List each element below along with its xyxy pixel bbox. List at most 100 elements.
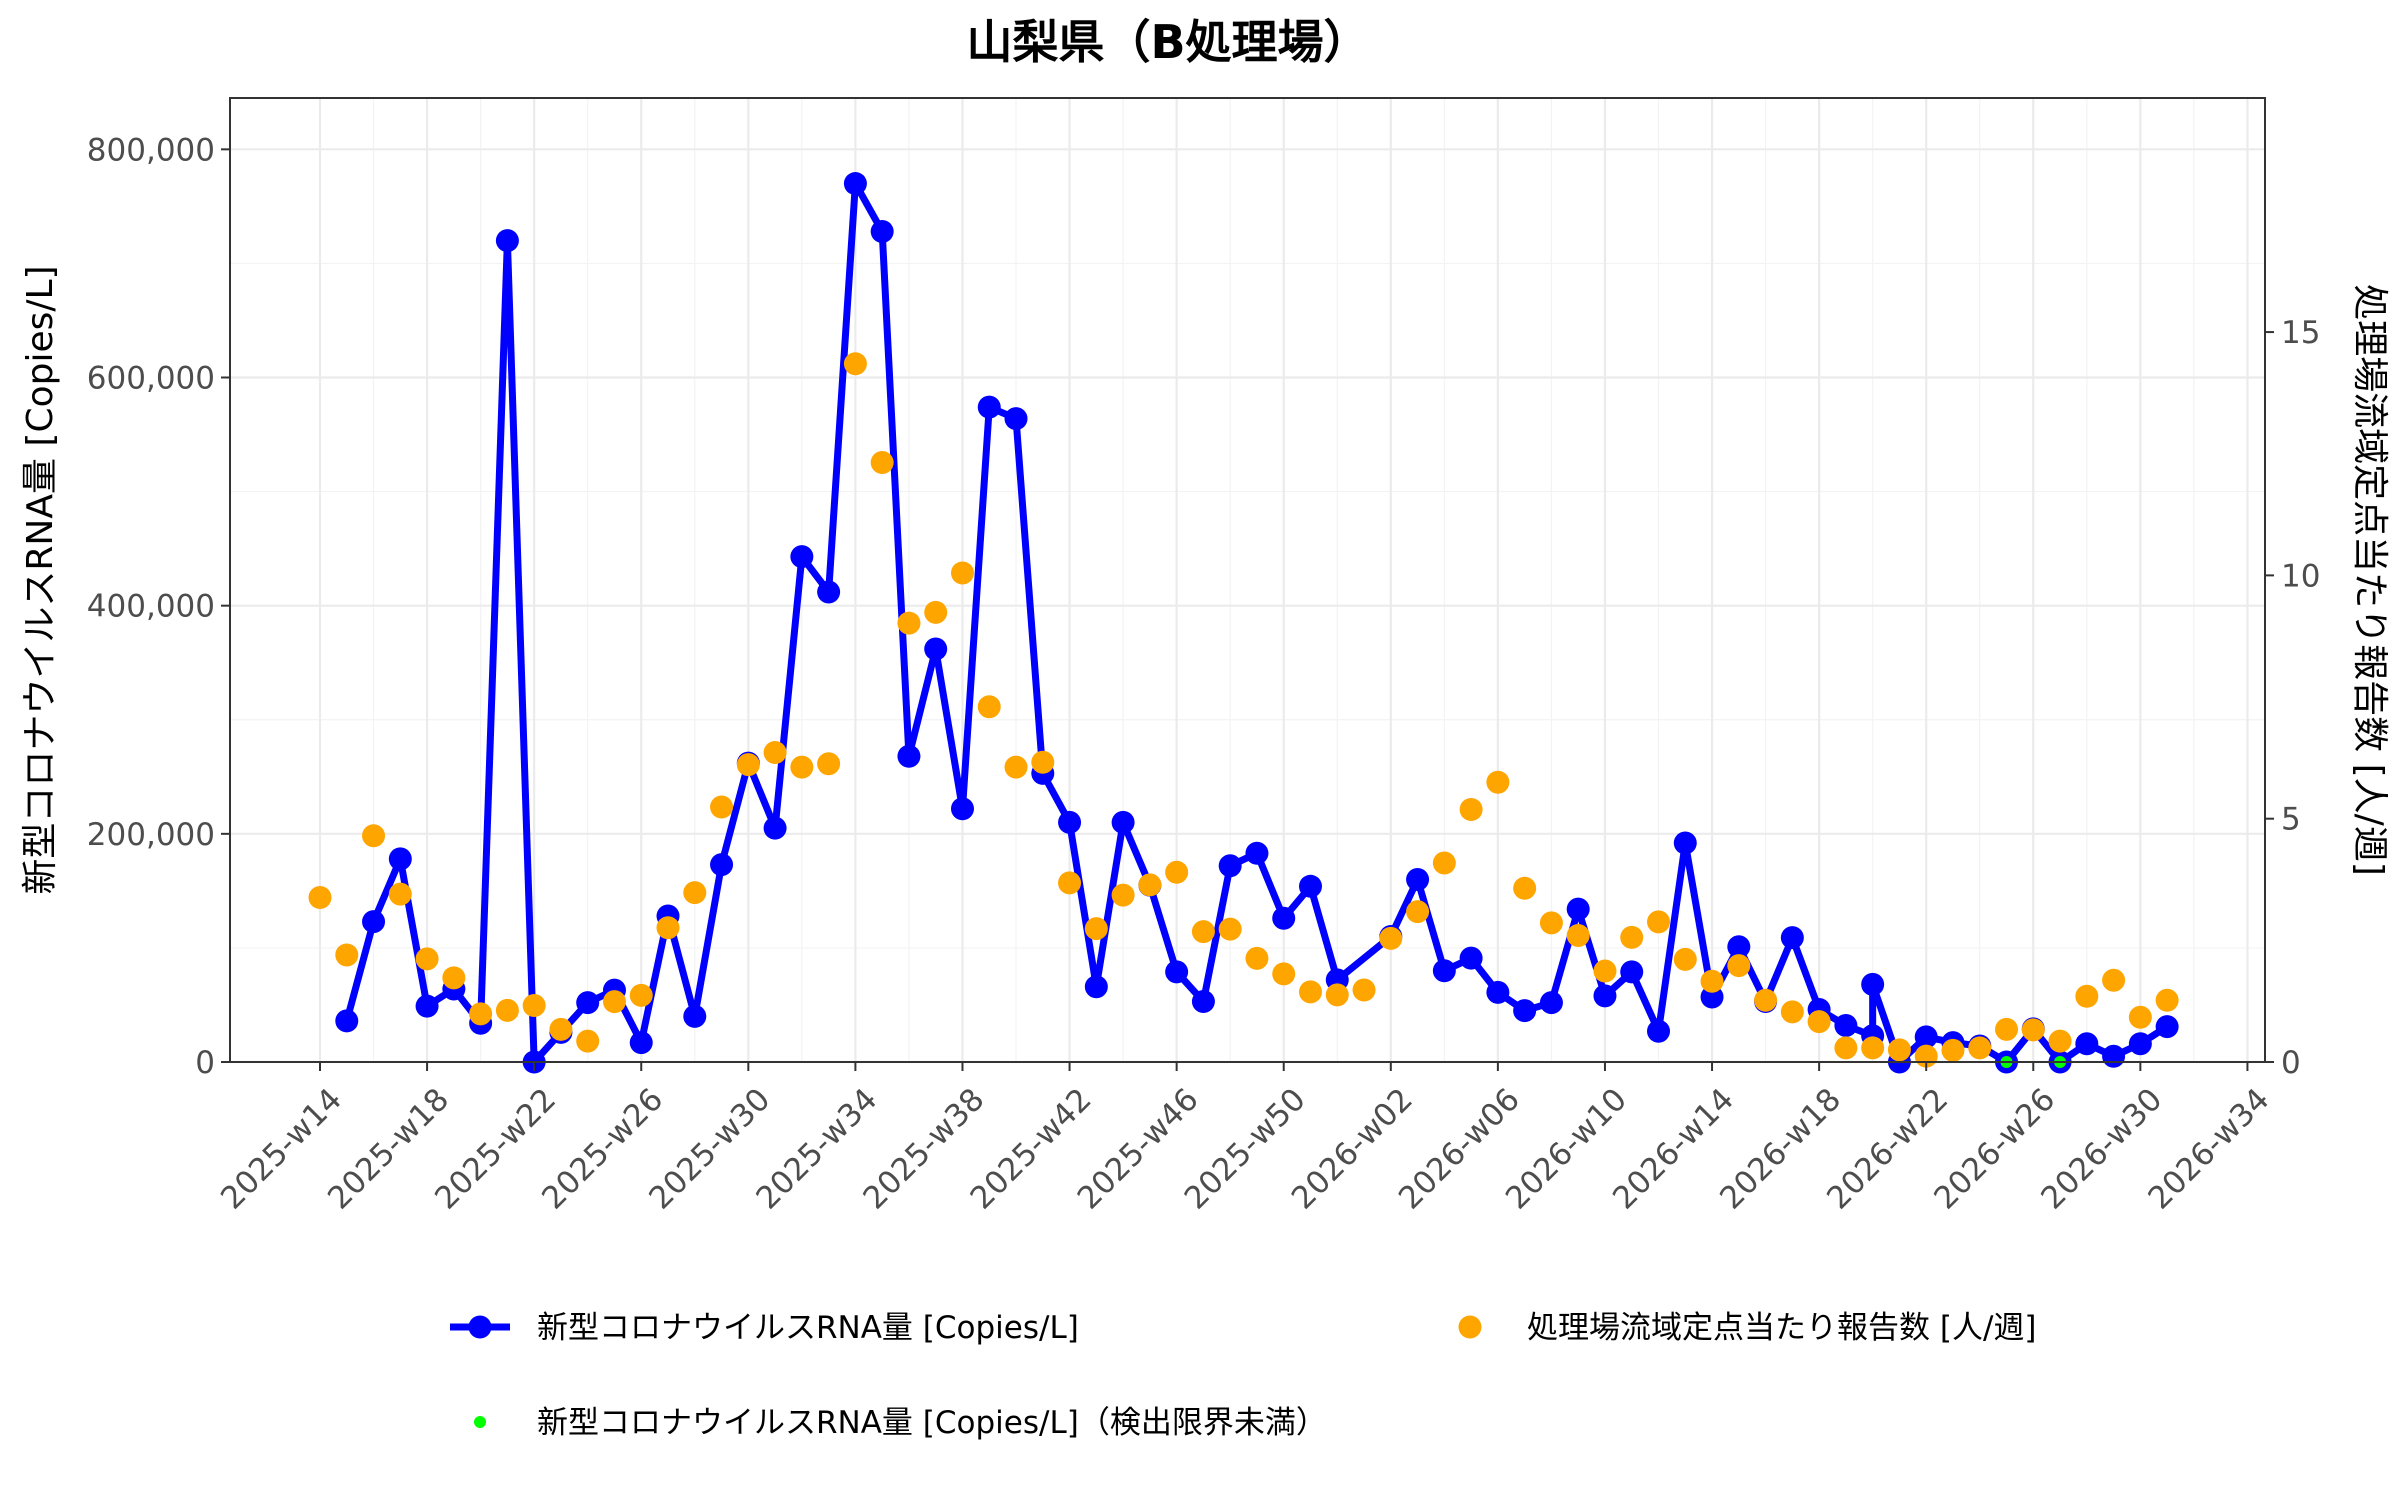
report-count-point — [1754, 988, 1778, 1012]
report-count-point — [1191, 920, 1215, 944]
report-count-point — [1941, 1038, 1965, 1062]
y2-tick-label: 5 — [2281, 802, 2301, 838]
report-count-point — [1539, 911, 1563, 935]
chart-title: 山梨県（B処理場） — [966, 15, 1369, 69]
report-count-point — [870, 450, 894, 474]
report-count-point — [1058, 871, 1082, 895]
y-tick-label: 400,000 — [87, 589, 215, 625]
rna-data-point — [1513, 999, 1537, 1023]
rna-data-point — [1914, 1025, 1938, 1049]
report-count-point — [1620, 925, 1644, 949]
legend: 新型コロナウイルスRNA量 [Copies/L] 処理場流域定点当たり報告数 [人… — [450, 1310, 2037, 1441]
report-count-point — [1352, 978, 1376, 1002]
report-count-point — [1298, 980, 1322, 1004]
report-count-point — [1995, 1017, 2019, 1041]
report-count-point — [2102, 968, 2126, 992]
rna-data-point — [576, 991, 600, 1015]
rna-data-point — [763, 816, 787, 840]
report-count-point — [843, 352, 867, 376]
y-axis-title: 新型コロナウイルスRNA量 [Copies/L] — [20, 265, 61, 894]
report-count-point — [308, 886, 332, 910]
report-count-point — [1379, 926, 1403, 950]
report-count-point — [1861, 1036, 1885, 1060]
rna-data-point — [1459, 946, 1483, 970]
rna-data-point — [843, 172, 867, 196]
series-layer — [308, 172, 2179, 1074]
rna-data-point — [1084, 975, 1108, 999]
y-tick-label: 0 — [195, 1045, 215, 1081]
rna-data-point — [1593, 984, 1617, 1008]
report-count-point — [1807, 1010, 1831, 1034]
report-count-point — [710, 795, 734, 819]
rna-data-point — [362, 910, 386, 934]
report-count-point — [442, 966, 466, 990]
report-count-point — [683, 881, 707, 905]
rna-data-point — [1647, 1019, 1670, 1043]
report-count-point — [388, 882, 412, 906]
report-count-point — [897, 611, 921, 635]
report-count-point — [1165, 860, 1189, 884]
legend-swatch-marker — [1458, 1315, 1482, 1339]
report-count-point — [1218, 917, 1242, 941]
rna-data-point — [629, 1031, 653, 1055]
rna-data-point — [817, 580, 841, 604]
rna-data-point — [1245, 841, 1269, 865]
report-count-point — [1031, 750, 1055, 774]
report-count-point — [1004, 755, 1028, 779]
rna-data-point — [2155, 1015, 2179, 1039]
rna-data-point — [388, 847, 412, 871]
rna-data-point — [710, 853, 734, 877]
rna-data-point — [1004, 407, 1028, 431]
legend-item-report-count: 処理場流域定点当たり報告数 [人/週] — [1458, 1310, 2037, 1346]
report-count-point — [1566, 923, 1590, 947]
report-count-point — [1887, 1038, 1911, 1062]
report-count-point — [1968, 1036, 1992, 1060]
rna-data-point — [1700, 985, 1724, 1009]
rna-data-point — [1298, 874, 1322, 898]
report-count-point — [1432, 851, 1456, 875]
rna-data-point — [2102, 1044, 2126, 1068]
rna-data-point — [1058, 810, 1082, 834]
legend-label: 新型コロナウイルスRNA量 [Copies/L]（検出限界未満） — [537, 1405, 1327, 1441]
report-count-point — [1834, 1036, 1858, 1060]
report-count-point — [2075, 984, 2099, 1008]
report-count-point — [763, 741, 787, 765]
report-count-point — [1727, 954, 1751, 978]
legend-item-below-detection: 新型コロナウイルスRNA量 [Copies/L]（検出限界未満） — [474, 1405, 1327, 1441]
report-count-point — [2048, 1029, 2072, 1053]
y2-tick-label: 10 — [2281, 558, 2320, 594]
report-count-point — [1780, 1000, 1804, 1024]
report-count-point — [1593, 959, 1617, 983]
rna-data-point — [335, 1009, 359, 1033]
legend-item-rna: 新型コロナウイルスRNA量 [Copies/L] — [450, 1310, 1079, 1346]
report-count-point — [469, 1002, 493, 1026]
report-count-point — [1111, 883, 1135, 907]
y2-tick-label: 0 — [2281, 1045, 2301, 1081]
report-count-point — [362, 824, 386, 848]
rna-data-point — [1191, 990, 1215, 1014]
rna-data-point — [1432, 959, 1456, 983]
rna-data-point — [1486, 980, 1510, 1004]
rna-data-point — [1165, 960, 1189, 984]
report-count-point — [1084, 917, 1108, 941]
report-count-point — [1647, 910, 1670, 934]
rna-data-point — [1218, 854, 1242, 878]
report-count-point — [1459, 797, 1483, 821]
rna-data-point — [1272, 906, 1296, 930]
y2-axis-title: 処理場流域定点当たり報告数 [人/週] — [2349, 284, 2390, 876]
y2-tick-label: 15 — [2281, 315, 2320, 351]
legend-label: 処理場流域定点当たり報告数 [人/週] — [1527, 1310, 2037, 1346]
rna-data-point — [1620, 960, 1644, 984]
rna-data-point — [924, 637, 948, 661]
report-count-point — [1700, 969, 1724, 993]
rna-data-point — [1727, 935, 1751, 959]
rna-data-point — [1834, 1013, 1858, 1037]
report-count-point — [1513, 876, 1537, 900]
rna-data-point — [1780, 926, 1804, 950]
legend-swatch-marker — [468, 1315, 492, 1339]
y-tick-label: 800,000 — [87, 132, 215, 168]
report-count-point — [522, 994, 546, 1018]
